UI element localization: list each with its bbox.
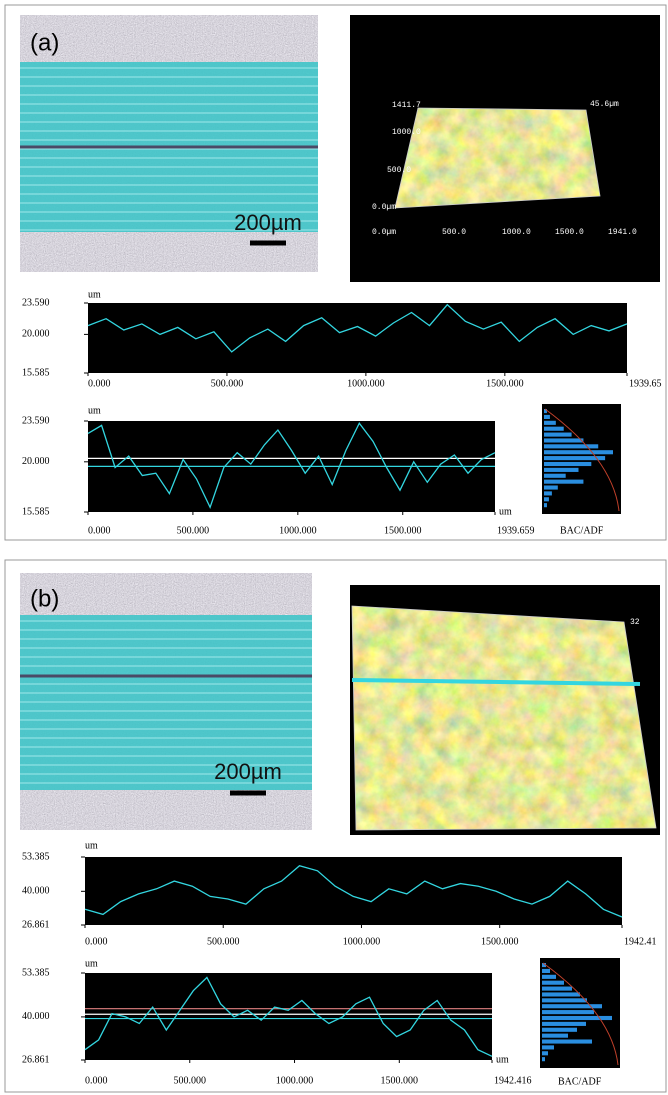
panel-label: (b) [30, 585, 59, 612]
x-tick-label: 1000.000 [347, 378, 385, 389]
histogram-bar [542, 981, 564, 985]
figure: (a) 200µm 1411.7 1000.0 500.0 0.0µm 0.0µm 500.0… [0, 0, 668, 1095]
surface-y-label: 1411.7 [392, 101, 421, 110]
x-tick-label: 0.000 [85, 1075, 108, 1086]
histogram-bar [544, 474, 566, 478]
y-tick-label: 20.000 [22, 456, 50, 467]
x-tick-label: 1000.000 [279, 525, 317, 536]
profile-bg [88, 303, 627, 373]
y-unit: um [85, 840, 98, 851]
x-tick-label: 1500.000 [381, 1075, 419, 1086]
surface-x-label: 500.0 [442, 228, 466, 237]
histogram-bar [542, 969, 550, 973]
histogram-bar [544, 433, 572, 437]
histogram-bar [544, 421, 556, 425]
scale-bar-label: 200µm [214, 759, 282, 784]
histogram-bar [542, 987, 572, 991]
y-unit: um [85, 958, 98, 969]
x-tick-label: 500.000 [177, 525, 210, 536]
x-tick-label: 1500.000 [481, 936, 519, 947]
surface [350, 585, 660, 835]
histogram-bar [544, 438, 583, 442]
y-unit: um [88, 405, 101, 416]
x-tick-label: 0.000 [85, 936, 108, 947]
y-tick-label: 53.385 [22, 851, 50, 862]
histogram-bar [542, 1022, 586, 1026]
x-tick-label: 1939.65 [629, 378, 662, 389]
surface-x-label: 1000.0 [502, 228, 531, 237]
histogram-bar [544, 427, 564, 431]
y-tick-label: 53.385 [22, 967, 50, 978]
scale-bar-label: 200µm [234, 210, 302, 235]
surface-x-label: 0.0µm [372, 228, 396, 237]
x-tick-label: 0.000 [88, 525, 111, 536]
y-tick-label: 15.585 [22, 506, 50, 517]
x-tick-label: 1000.000 [276, 1075, 314, 1086]
y-tick-label: 40.000 [22, 1011, 50, 1022]
histogram-bar [544, 497, 549, 501]
histogram-label: BAC/ADF [560, 525, 604, 536]
histogram-bar [542, 1004, 602, 1008]
panel-label: (a) [30, 29, 59, 56]
x-tick-label: 1500.000 [384, 525, 422, 536]
x-tick-label: 1942.41 [624, 936, 657, 947]
surface-x-label: 1941.0 [608, 228, 637, 237]
y-tick-label: 26.861 [22, 919, 50, 930]
surface-z-label: 32 [630, 618, 640, 627]
y-tick-label: 20.000 [22, 329, 50, 340]
profile-bg [85, 973, 492, 1060]
histogram-bar [544, 491, 552, 495]
surface-y-label: 0.0µm [372, 203, 396, 212]
x-tick-label: 500.000 [211, 378, 244, 389]
y-tick-label: 26.861 [22, 1054, 50, 1065]
x-tick-label: 0.000 [88, 378, 111, 389]
surface-x-label: 1500.0 [555, 228, 584, 237]
histogram-bar [544, 468, 579, 472]
y-tick-label: 15.585 [22, 367, 50, 378]
histogram-bar [544, 415, 550, 419]
x-tick-label: 1942.416 [494, 1075, 532, 1086]
y-tick-label: 40.000 [22, 886, 50, 897]
histogram-bar [542, 1016, 612, 1020]
x-tick-label: 500.000 [207, 936, 240, 947]
histogram-bar [542, 975, 556, 979]
histogram-bar [542, 1051, 548, 1055]
y-tick-label: 23.590 [22, 297, 50, 308]
profile-bg [85, 857, 622, 925]
x-tick-label: 1000.000 [343, 936, 381, 947]
surface-y-label: 500.0 [387, 166, 411, 175]
histogram-bar [542, 1034, 568, 1038]
histogram-bar [544, 480, 583, 484]
histogram-bar [544, 444, 598, 448]
histogram-bar [542, 1039, 592, 1043]
x-tick-label: 500.000 [174, 1075, 207, 1086]
y-unit: um [88, 289, 101, 300]
surface-z-label: 45.6µm [590, 100, 619, 109]
histogram-bar [542, 1028, 577, 1032]
histogram-bar [544, 450, 613, 454]
x-tick-label: 1939.659 [497, 525, 535, 536]
histogram-label: BAC/ADF [558, 1076, 602, 1087]
histogram-bar [544, 503, 547, 507]
histogram-bar [542, 992, 580, 996]
histogram-bar [542, 998, 587, 1002]
x-unit: um [496, 1054, 509, 1065]
histogram-bar [544, 485, 558, 489]
x-unit: um [499, 506, 512, 517]
histogram-bar [542, 1057, 545, 1061]
x-tick-label: 1500.000 [486, 378, 524, 389]
histogram-bar [544, 462, 591, 466]
histogram-bar [542, 1045, 554, 1049]
y-tick-label: 23.590 [22, 415, 50, 426]
histogram-bar [542, 1010, 594, 1014]
surface-y-label: 1000.0 [392, 128, 421, 137]
